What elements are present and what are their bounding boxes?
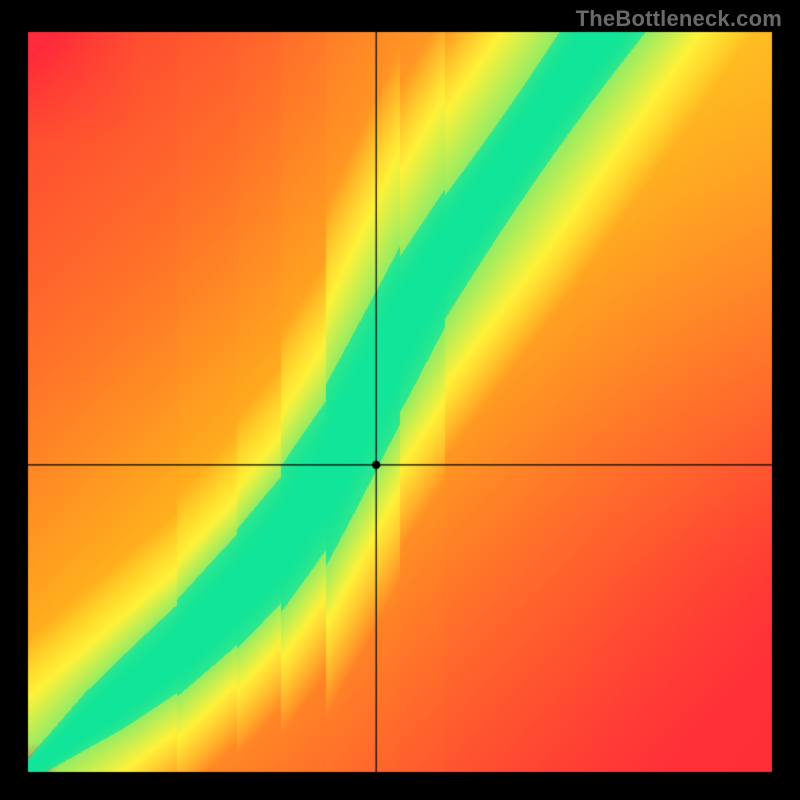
bottleneck-heatmap [0,0,800,800]
watermark-text: TheBottleneck.com [576,6,782,32]
